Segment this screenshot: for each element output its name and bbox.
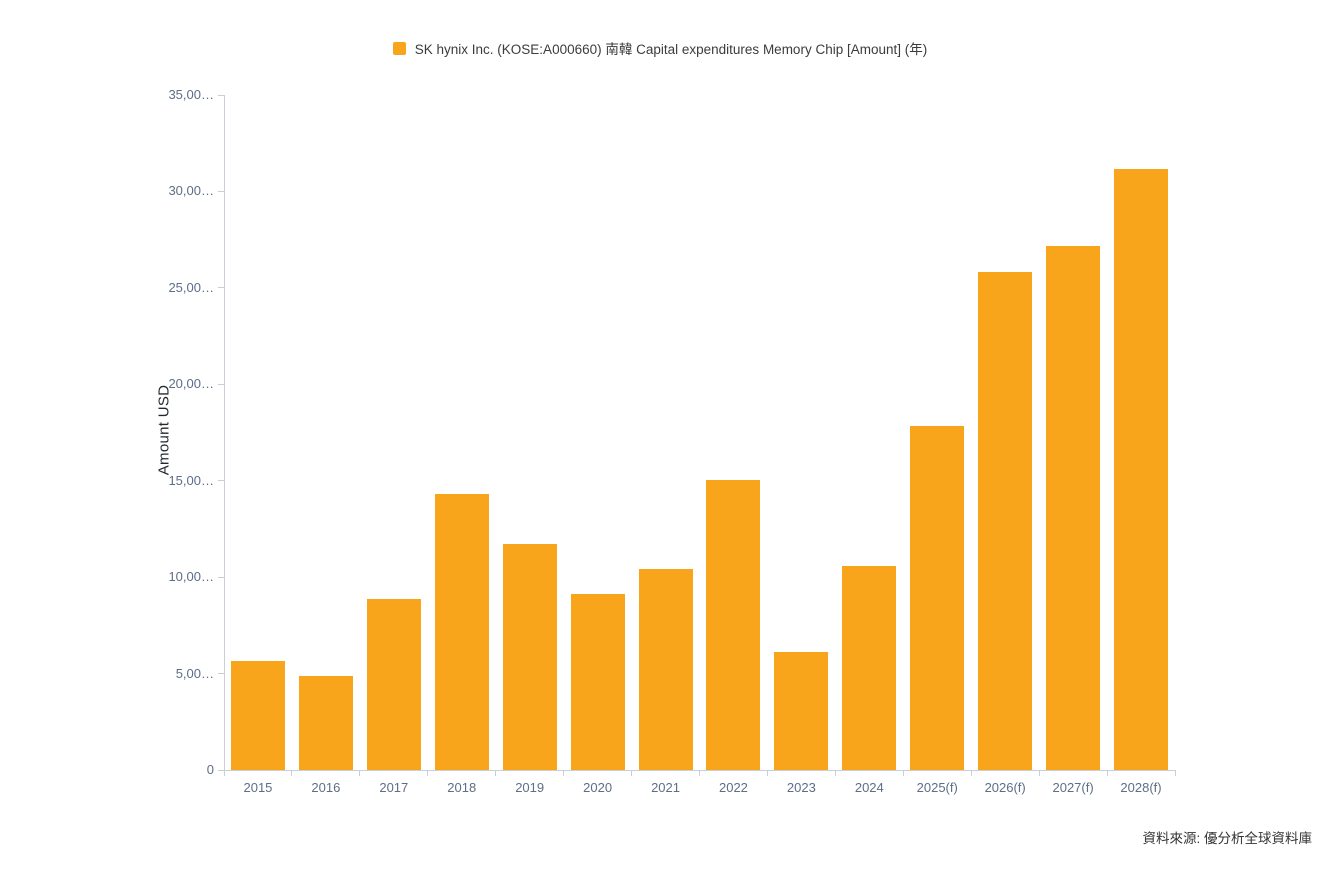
x-axis-tick-label: 2016 bbox=[311, 780, 341, 795]
y-axis-tick-label: 0 bbox=[206, 762, 214, 777]
bar-2019[interactable] bbox=[502, 544, 557, 770]
x-axis-tick-label: 2018 bbox=[447, 780, 477, 795]
y-axis-tick bbox=[218, 287, 224, 289]
x-axis-tick-label: 2021 bbox=[651, 780, 680, 795]
x-axis-tick-label: 2019 bbox=[515, 780, 545, 795]
x-axis-tick-label: 2017 bbox=[379, 780, 409, 795]
x-axis-tick-label: 2023 bbox=[786, 780, 816, 795]
x-axis-tick-label: 2027(f) bbox=[1052, 780, 1094, 795]
y-axis-tick-label: 20,00… bbox=[168, 376, 214, 392]
x-axis-tick bbox=[495, 770, 497, 776]
bar-2017[interactable] bbox=[366, 599, 421, 770]
bar-2027(f)[interactable] bbox=[1046, 246, 1101, 770]
bar-2024[interactable] bbox=[842, 565, 897, 770]
x-axis-tick bbox=[766, 770, 768, 776]
bar-2025(f)[interactable] bbox=[910, 425, 965, 770]
x-axis-tick bbox=[970, 770, 972, 776]
x-axis-tick bbox=[1038, 770, 1040, 776]
x-axis-tick bbox=[223, 770, 225, 776]
x-axis-tick bbox=[699, 770, 700, 776]
x-axis-tick bbox=[291, 770, 293, 776]
x-axis-tick bbox=[631, 770, 633, 776]
x-axis-line bbox=[224, 770, 1176, 771]
bar-2018[interactable] bbox=[434, 494, 489, 770]
x-axis-tick bbox=[902, 770, 904, 776]
y-axis-title: Amount USD bbox=[155, 384, 173, 476]
bar-2028(f)[interactable] bbox=[1114, 169, 1169, 770]
x-axis-tick bbox=[427, 770, 429, 776]
y-axis-tick bbox=[218, 576, 224, 578]
x-axis-tick-label: 2020 bbox=[583, 780, 613, 795]
x-axis-tick-label: 2015 bbox=[243, 780, 273, 795]
y-axis-tick-label: 25,00… bbox=[168, 279, 214, 295]
y-axis-tick bbox=[218, 673, 224, 675]
x-axis-tick bbox=[563, 770, 565, 776]
y-axis-tick-label: 15,00… bbox=[168, 472, 214, 488]
source-note: 資料來源: 優分析全球資料庫 bbox=[1142, 831, 1312, 846]
legend-swatch-icon bbox=[392, 41, 406, 55]
y-axis-line bbox=[224, 95, 225, 770]
x-axis-tick bbox=[834, 770, 836, 776]
y-axis-tick bbox=[218, 769, 224, 771]
y-axis-tick-label: 10,00… bbox=[168, 569, 214, 585]
x-axis-tick-label: 2026(f) bbox=[984, 780, 1026, 795]
y-axis-tick bbox=[218, 383, 224, 385]
chart-legend: SK hynix Inc. (KOSE:A000660) 南韓 Capital … bbox=[0, 38, 1320, 58]
bar-2020[interactable] bbox=[570, 593, 625, 770]
x-axis-tick bbox=[359, 770, 361, 776]
bar-2022[interactable] bbox=[706, 479, 761, 770]
x-axis-tick-label: 2024 bbox=[854, 780, 884, 795]
y-axis-tick bbox=[218, 94, 224, 96]
bar-2023[interactable] bbox=[774, 652, 829, 770]
legend-series-label: SK hynix Inc. (KOSE:A000660) 南韓 Capital … bbox=[414, 42, 928, 57]
x-axis-tick-label: 2022 bbox=[718, 780, 748, 795]
y-axis-tick bbox=[218, 480, 224, 482]
x-axis-tick-label: 2025(f) bbox=[916, 780, 958, 795]
x-axis-tick bbox=[1106, 770, 1108, 776]
y-axis-tick-label: 5,00… bbox=[175, 665, 214, 681]
bar-2021[interactable] bbox=[638, 569, 693, 770]
y-axis-tick-label: 35,00… bbox=[168, 87, 214, 102]
bar-2015[interactable] bbox=[230, 661, 285, 770]
bar-2016[interactable] bbox=[298, 675, 353, 770]
y-axis-tick-label: 30,00… bbox=[168, 183, 214, 199]
x-axis-tick bbox=[1174, 770, 1176, 776]
x-axis-tick-label: 2028(f) bbox=[1120, 780, 1162, 795]
y-axis-tick bbox=[218, 190, 224, 192]
legend-item-sk-hynix[interactable]: SK hynix Inc. (KOSE:A000660) 南韓 Capital … bbox=[392, 38, 928, 58]
bar-2026(f)[interactable] bbox=[978, 272, 1033, 770]
